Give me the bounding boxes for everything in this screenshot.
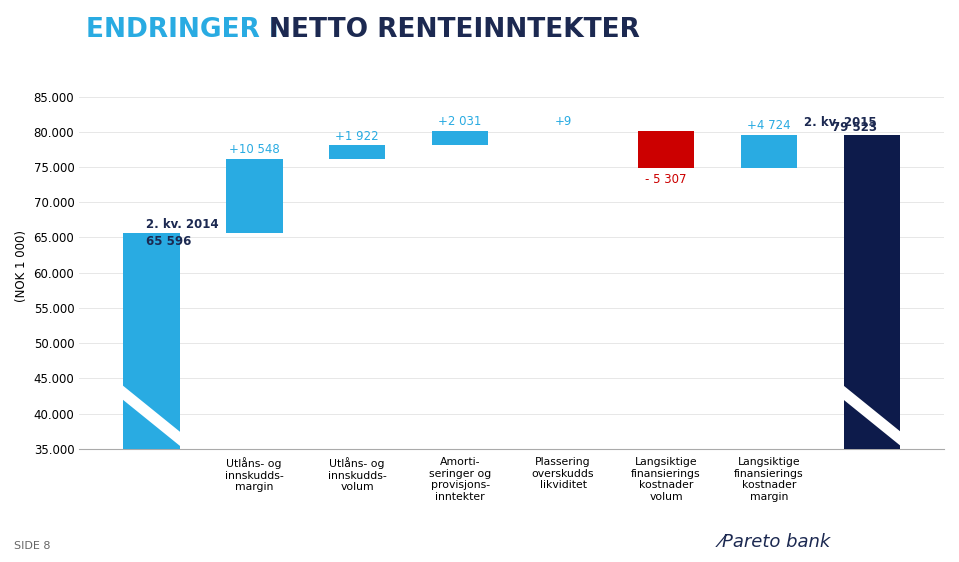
Bar <box>740 135 797 169</box>
Bar <box>432 131 488 146</box>
Text: 65 596: 65 596 <box>146 235 192 248</box>
Text: +1 922: +1 922 <box>336 130 379 143</box>
Bar <box>638 131 694 169</box>
Text: ⁄Pareto bank: ⁄Pareto bank <box>719 533 830 551</box>
Text: +4 724: +4 724 <box>747 119 791 132</box>
Text: SIDE 8: SIDE 8 <box>14 541 51 551</box>
Polygon shape <box>844 387 901 444</box>
Bar <box>329 146 386 159</box>
Text: +2 031: +2 031 <box>438 115 481 128</box>
Bar <box>123 233 179 449</box>
Text: 79 523: 79 523 <box>832 121 877 134</box>
Text: NETTO RENTEINNTEKTER: NETTO RENTEINNTEKTER <box>269 17 640 43</box>
Text: - 5 307: - 5 307 <box>645 173 687 185</box>
Text: 2. kv. 2015: 2. kv. 2015 <box>805 116 877 129</box>
Text: 2. kv. 2014: 2. kv. 2014 <box>146 218 219 231</box>
Polygon shape <box>123 387 179 444</box>
Bar <box>226 159 283 233</box>
Text: +9: +9 <box>554 115 572 128</box>
Y-axis label: (NOK 1 000): (NOK 1 000) <box>15 230 28 302</box>
Text: +10 548: +10 548 <box>229 143 280 156</box>
Text: ENDRINGER I: ENDRINGER I <box>86 17 279 43</box>
Bar <box>844 135 901 449</box>
